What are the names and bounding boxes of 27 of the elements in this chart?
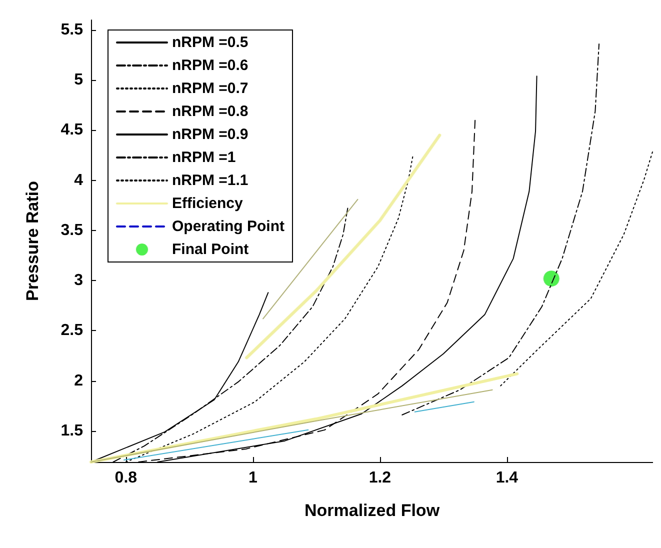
x-tick-label: 1.2 [368, 470, 392, 486]
y-axis-title: Pressure Ratio [23, 181, 42, 301]
line-series [500, 150, 653, 386]
y-tick-label: 3.5 [60, 222, 84, 239]
y-tick-label: 1.5 [60, 422, 84, 440]
legend-label: Operating Point [172, 218, 285, 235]
y-tick-label: 4 [74, 172, 84, 189]
y-tick-label: 2.5 [60, 322, 84, 340]
x-tick-label: 1 [248, 470, 258, 486]
y-tick-label: 3 [74, 272, 84, 290]
legend-label: nRPM =1.1 [172, 172, 248, 189]
legend-label: nRPM =0.5 [172, 34, 248, 51]
x-axis-title: Normalized Flow [304, 501, 440, 520]
line-series [402, 44, 600, 416]
x-tick-label: 0.8 [114, 470, 138, 486]
legend-label: Final Point [172, 241, 249, 258]
legend-label: nRPM =0.6 [172, 57, 248, 74]
legend-label: Efficiency [172, 195, 244, 212]
x-tick-label: 1.4 [496, 470, 518, 486]
y-tick-label: 5 [74, 72, 84, 89]
legend-label: nRPM =0.8 [172, 103, 248, 120]
y-tick-label: 4.5 [60, 122, 84, 139]
legend-label: nRPM =1 [172, 149, 236, 166]
legend-label: nRPM =0.7 [172, 80, 248, 97]
y-tick-label: 2 [74, 372, 84, 390]
legend-label: nRPM =0.9 [172, 126, 248, 143]
y-tick-label: 5.5 [60, 22, 84, 39]
